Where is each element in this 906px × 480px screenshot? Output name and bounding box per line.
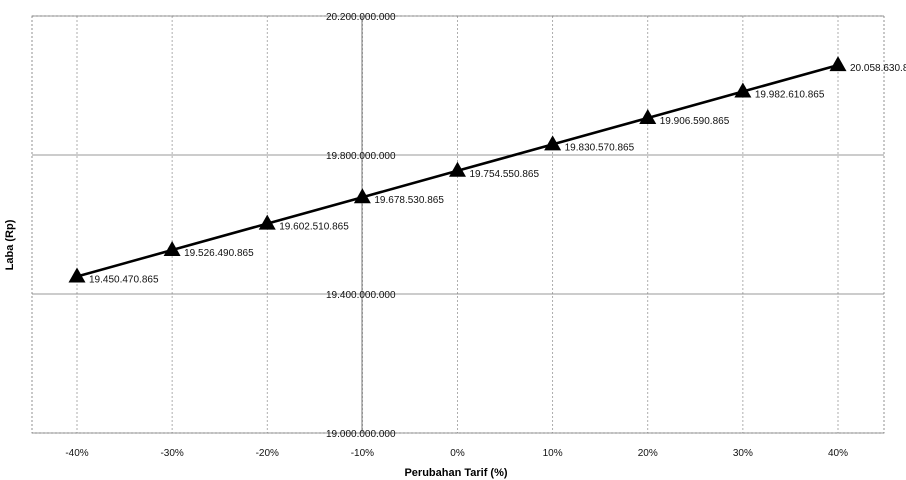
data-point-marker — [68, 267, 86, 283]
x-tick-label: 10% — [543, 448, 563, 459]
data-point-marker — [163, 241, 181, 257]
y-tick-label: 20.200.000.000 — [326, 12, 396, 23]
data-point-marker — [829, 56, 847, 72]
data-label: 19.982.610.865 — [755, 90, 825, 101]
data-labels: 19.450.470.865 19.526.490.865 19.602.510.8… — [89, 63, 906, 285]
y-tick-label: 19.000.000.000 — [326, 429, 396, 440]
data-label: 19.678.530.865 — [374, 195, 444, 206]
plot-frame — [31, 15, 885, 434]
data-label: 19.830.570.865 — [565, 142, 635, 153]
x-tick-label: 0% — [450, 448, 465, 459]
data-point-marker — [639, 108, 657, 124]
x-tick-label: -10% — [351, 448, 374, 459]
data-label: 19.906.590.865 — [660, 116, 730, 127]
x-tick-label: -40% — [65, 448, 88, 459]
y-axis-title: Laba (Rp) — [4, 219, 16, 270]
data-label: 19.602.510.865 — [279, 222, 349, 233]
data-point-marker — [449, 161, 466, 177]
data-label: 19.526.490.865 — [184, 248, 254, 259]
data-point-marker — [734, 82, 752, 98]
x-tick-labels: -40% -30% -20% -10% 0% 10% 20% 30% 40% — [65, 448, 848, 459]
grid — [31, 15, 885, 434]
x-tick-label: -20% — [256, 448, 279, 459]
data-point-marker — [544, 135, 562, 151]
x-tick-label: 40% — [828, 448, 848, 459]
x-tick-label: 30% — [733, 448, 753, 459]
series-line — [68, 56, 847, 283]
x-tick-label: -30% — [160, 448, 183, 459]
y-tick-label: 19.800.000.000 — [326, 151, 396, 162]
y-tick-labels: 19.000.000.000 19.400.000.000 19.800.000.0… — [326, 12, 396, 440]
data-point-marker — [353, 188, 371, 204]
x-tick-label: 20% — [638, 448, 658, 459]
data-point-marker — [258, 214, 276, 230]
y-tick-label: 19.400.000.000 — [326, 290, 396, 301]
data-label: 19.754.550.865 — [470, 169, 540, 180]
data-label: 20.058.630.865 — [850, 63, 906, 74]
x-axis-title: Perubahan Tarif (%) — [404, 467, 507, 479]
data-label: 19.450.470.865 — [89, 274, 159, 285]
